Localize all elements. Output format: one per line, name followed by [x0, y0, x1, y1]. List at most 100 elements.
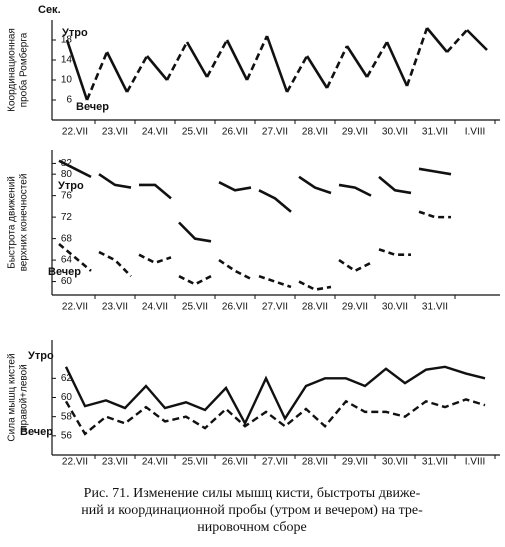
y-tick-label: 68 — [61, 233, 73, 244]
data-line — [298, 280, 332, 291]
x-tick-label: 29.VII — [342, 127, 368, 138]
data-segment — [85, 51, 109, 101]
x-tick-label: 26.VII — [222, 302, 248, 313]
data-segment — [205, 39, 229, 78]
y-axis-title: проба Ромберга — [18, 32, 30, 107]
y-tick-label: 14 — [61, 55, 73, 66]
y-axis-title: Быстрота движений — [7, 176, 18, 269]
x-tick-label: 24.VII — [142, 302, 168, 313]
series-label: Утро — [58, 180, 84, 192]
caption: Рис. 71. Изменение силы мышц кисти, быст… — [84, 486, 421, 501]
data-line — [258, 189, 292, 213]
x-tick-label: 31.VII — [422, 457, 448, 468]
y-tick-label: 72 — [61, 212, 73, 223]
data-segment — [265, 35, 289, 93]
x-tick-label: 29.VII — [342, 457, 368, 468]
data-segment — [245, 35, 269, 81]
x-tick-label: 23.VII — [102, 302, 128, 313]
x-tick-label: 28.VII — [302, 302, 328, 313]
data-line — [218, 259, 252, 281]
x-tick-label: 27.VII — [262, 302, 288, 313]
data-segment — [426, 27, 448, 53]
data-line — [98, 173, 132, 189]
data-line — [258, 274, 292, 289]
x-tick-label: 27.VII — [262, 127, 288, 138]
x-tick-label: 23.VII — [102, 127, 128, 138]
x-tick-label: 22.VII — [62, 127, 88, 138]
series-label: Утро — [62, 27, 88, 39]
data-segment — [125, 55, 149, 93]
y-unit: Сек. — [38, 4, 61, 16]
y-tick-label: 80 — [61, 169, 73, 180]
data-line — [58, 242, 92, 272]
data-segment — [146, 55, 168, 81]
data-line — [64, 365, 486, 427]
x-tick-label: 25.VII — [182, 457, 208, 468]
series-label: Вечер — [20, 426, 53, 438]
y-tick-label: 64 — [61, 255, 73, 266]
x-tick-label: 26.VII — [222, 127, 248, 138]
data-segment — [405, 27, 429, 87]
y-axis-title: верхних конечностей — [19, 174, 30, 272]
data-segment — [325, 45, 349, 89]
x-tick-label: 28.VII — [302, 127, 328, 138]
data-line — [338, 183, 372, 197]
data-segment — [65, 39, 89, 101]
x-tick-label: 30.VII — [382, 302, 408, 313]
data-segment — [345, 45, 369, 78]
y-axis-title: правой+левой — [19, 364, 30, 430]
data-line — [218, 181, 252, 192]
data-line — [178, 221, 212, 243]
y-axis-title: Сила мышц кистей — [7, 353, 18, 441]
y-tick-label: 56 — [61, 430, 73, 441]
data-segment — [466, 29, 488, 51]
series-label: Утро — [28, 350, 54, 362]
caption: ний и координационной пробы (утром и веч… — [81, 503, 423, 518]
x-tick-label: 31.VII — [422, 127, 448, 138]
x-tick-label: 25.VII — [182, 302, 208, 313]
x-tick-label: 26.VII — [222, 457, 248, 468]
data-segment — [165, 41, 189, 81]
y-tick-label: 6 — [66, 95, 72, 106]
x-tick-label: 30.VII — [382, 457, 408, 468]
data-line — [178, 275, 212, 286]
data-line — [64, 398, 486, 436]
data-line — [298, 175, 332, 195]
data-segment — [225, 39, 249, 81]
series-label: Вечер — [48, 266, 81, 278]
x-tick-label: 22.VII — [62, 457, 88, 468]
data-line — [98, 250, 132, 278]
y-axis-title: Координационная — [7, 28, 18, 112]
x-tick-label: 22.VII — [62, 302, 88, 313]
series-label: Вечер — [76, 101, 109, 113]
x-tick-label: 29.VII — [342, 302, 368, 313]
data-line — [139, 183, 172, 200]
y-tick-label: 60 — [61, 276, 73, 287]
data-line — [58, 159, 92, 179]
data-segment — [385, 41, 409, 87]
data-line — [378, 175, 412, 195]
caption: нировочном сборе — [197, 520, 306, 535]
data-line — [338, 259, 372, 273]
data-line — [418, 210, 451, 219]
y-tick-label: 62 — [61, 373, 73, 384]
x-tick-label: 25.VII — [182, 127, 208, 138]
data-line — [418, 167, 452, 176]
data-segment — [185, 41, 209, 78]
y-tick-label: 60 — [61, 392, 73, 403]
data-segment — [365, 41, 389, 78]
x-tick-label: 24.VII — [142, 127, 168, 138]
y-tick-label: 58 — [61, 411, 73, 422]
x-tick-label: 31.VII — [422, 302, 448, 313]
y-tick-label: 10 — [61, 75, 73, 86]
x-tick-label: 23.VII — [102, 457, 128, 468]
data-segment — [285, 55, 309, 93]
x-tick-label: 24.VII — [142, 457, 168, 468]
data-line — [378, 248, 411, 257]
x-tick-label: I.VIII — [465, 457, 486, 468]
data-line — [138, 253, 172, 265]
data-segment — [305, 55, 329, 89]
x-tick-label: I.VIII — [465, 127, 486, 138]
data-segment — [105, 51, 129, 93]
